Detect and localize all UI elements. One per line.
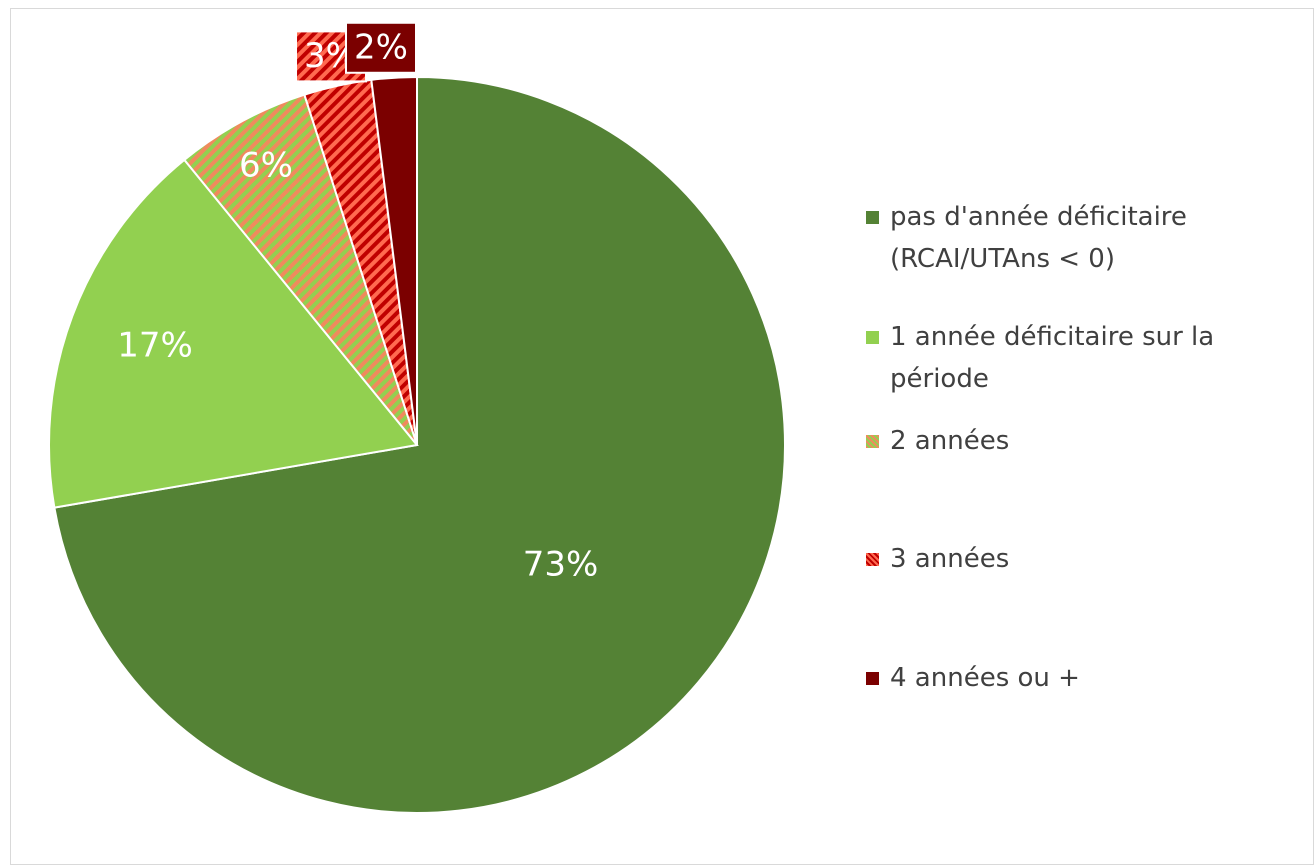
legend-item: 4 années ou +	[866, 657, 1286, 699]
data-label: 2%	[354, 27, 408, 67]
chart-frame	[10, 8, 1314, 865]
pie-slice	[48, 158, 419, 509]
data-label-box: 2%	[345, 21, 417, 74]
legend-item: 1 année déficitaire sur la période	[866, 316, 1286, 400]
legend-label: 3 années	[890, 544, 1010, 574]
legend-label: 1 année déficitaire sur la période	[890, 322, 1215, 394]
pie-slice	[53, 75, 786, 814]
label-box	[345, 21, 417, 74]
pie-slice	[370, 75, 418, 446]
legend-item: pas d'année déficitaire (RCAI/UTAns < 0)	[866, 196, 1286, 280]
legend-swatch	[866, 672, 879, 685]
legend-swatch	[866, 435, 879, 448]
data-label: 6%	[239, 145, 293, 185]
pie-slice	[182, 93, 418, 446]
legend-item: 3 années	[866, 538, 1286, 580]
data-label: 17%	[117, 326, 193, 366]
legend-label: 4 années ou +	[890, 663, 1080, 693]
legend-swatch	[866, 331, 879, 344]
legend-swatch	[866, 553, 879, 566]
legend-label: 2 années	[890, 426, 1010, 456]
legend-swatch	[866, 211, 879, 224]
legend-item: 2 années	[866, 420, 1286, 462]
legend-label: pas d'année déficitaire (RCAI/UTAns < 0)	[890, 202, 1187, 274]
data-label: 73%	[523, 544, 599, 584]
